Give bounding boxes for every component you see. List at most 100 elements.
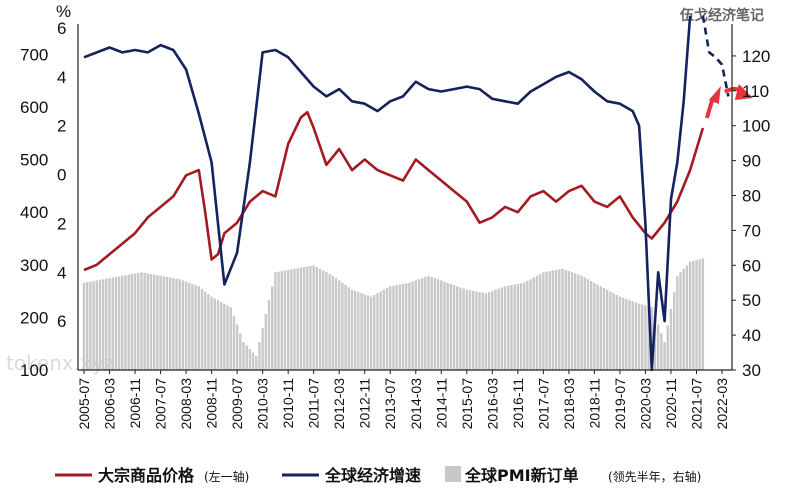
pmi-bar: [181, 280, 185, 370]
x-axis-ticks: 2005-07 2006-03 2006-11 2007-07 2008-03 2008-…: [76, 370, 730, 429]
x-tick-label: 2022-03: [714, 378, 730, 430]
pmi-bar: [430, 276, 433, 370]
pmi-bar: [92, 281, 95, 370]
left-primary-tick: 700: [20, 45, 48, 64]
pmi-bar: [168, 277, 172, 370]
x-tick-label: 2008-11: [204, 378, 220, 429]
legend-label-pmi: 全球PMI新订单: [464, 466, 579, 485]
pmi-bar: [491, 290, 494, 370]
pmi-bar: [267, 300, 271, 370]
pmi-bar: [580, 275, 583, 370]
pmi-bar: [526, 281, 529, 370]
pmi-bar: [417, 279, 421, 370]
left-secondary-tick: 4: [57, 68, 66, 87]
pmi-bar: [108, 278, 111, 370]
pmi-bar: [427, 275, 430, 370]
pmi-bar: [532, 277, 535, 370]
pmi-bar: [322, 270, 325, 370]
pmi-bar: [280, 271, 283, 370]
pmi-bar: [309, 265, 312, 370]
pmi-bar: [679, 272, 682, 370]
pmi-bar: [357, 292, 360, 370]
right-tick: 50: [742, 291, 761, 310]
pmi-bar: [554, 269, 558, 370]
left-primary-tick: 500: [20, 151, 48, 170]
pmi-bar: [513, 284, 516, 370]
pmi-bar: [242, 342, 245, 370]
pmi-bar: [347, 287, 350, 370]
pmi-bar: [408, 282, 411, 370]
pmi-bar: [389, 286, 392, 370]
pmi-bar: [657, 324, 660, 370]
x-tick-label: 2006-03: [102, 378, 118, 430]
pmi-bar: [127, 274, 130, 370]
pmi-bar: [507, 285, 510, 370]
pmi-bar: [283, 270, 287, 370]
pmi-bar: [85, 282, 89, 370]
pmi-bar: [577, 274, 580, 370]
pmi-bar: [500, 287, 504, 370]
pmi-bar: [299, 267, 303, 370]
pmi-bar: [235, 324, 239, 370]
pmi-bar: [105, 278, 108, 370]
pmi-bar: [200, 288, 204, 370]
pmi-bar: [191, 283, 194, 370]
growth-forecast-line: [701, 15, 730, 97]
pmi-bar: [350, 289, 354, 370]
pmi-bar: [481, 292, 484, 370]
pmi-bar: [564, 269, 567, 370]
pmi-bars: [82, 258, 705, 370]
pmi-bar: [290, 269, 293, 370]
pmi-bar: [293, 268, 296, 370]
pmi-bar: [602, 287, 606, 370]
right-tick: 120: [742, 47, 770, 66]
legend-label-growth: 全球经济增速: [324, 466, 421, 485]
pmi-bar: [258, 342, 261, 370]
pmi-bar: [538, 274, 542, 370]
pmi-bar: [175, 278, 178, 370]
pmi-bar: [261, 328, 264, 370]
pmi-bar: [452, 285, 456, 370]
pmi-bar: [570, 272, 574, 370]
pmi-bar: [194, 285, 197, 370]
right-tick: 80: [742, 187, 761, 206]
right-tick: 40: [742, 326, 761, 345]
right-tick: 60: [742, 256, 761, 275]
left-secondary-tick: 4: [57, 263, 66, 282]
pmi-bar: [306, 266, 309, 370]
x-tick-label: 2009-07: [229, 378, 245, 430]
pmi-bar: [475, 291, 478, 370]
pmi-bar: [436, 279, 440, 370]
pmi-bar: [519, 283, 523, 370]
pmi-bar: [660, 333, 663, 370]
pmi-bar: [152, 274, 156, 370]
pmi-bar: [114, 276, 118, 370]
pmi-bar: [124, 275, 127, 370]
x-tick-label: 2005-07: [76, 378, 92, 430]
pmi-bar: [373, 294, 376, 370]
x-tick-label: 2012-03: [331, 378, 347, 430]
x-tick-label: 2014-03: [408, 378, 424, 430]
pmi-bar: [385, 287, 389, 370]
pmi-bar: [162, 276, 165, 370]
pmi-bar: [204, 291, 207, 370]
x-tick-label: 2010-03: [255, 378, 271, 430]
right-tick: 100: [742, 117, 770, 136]
pmi-bar: [188, 282, 191, 370]
pmi-bar: [545, 271, 548, 370]
pmi-bar: [542, 272, 545, 370]
x-tick-label: 2018-03: [561, 378, 577, 430]
pmi-bar: [618, 296, 622, 370]
pmi-bar: [621, 297, 625, 370]
pmi-bar: [647, 306, 650, 370]
x-tick-label: 2006-11: [127, 378, 143, 429]
pmi-bar: [631, 301, 634, 370]
x-tick-label: 2007-07: [153, 378, 169, 430]
pmi-bar: [271, 286, 274, 370]
pmi-bar: [641, 304, 644, 370]
pmi-bar: [487, 292, 491, 370]
x-tick-label: 2020-11: [663, 378, 679, 429]
pmi-bar: [586, 279, 590, 370]
pmi-bar: [334, 278, 338, 370]
pmi-bar: [634, 302, 638, 370]
